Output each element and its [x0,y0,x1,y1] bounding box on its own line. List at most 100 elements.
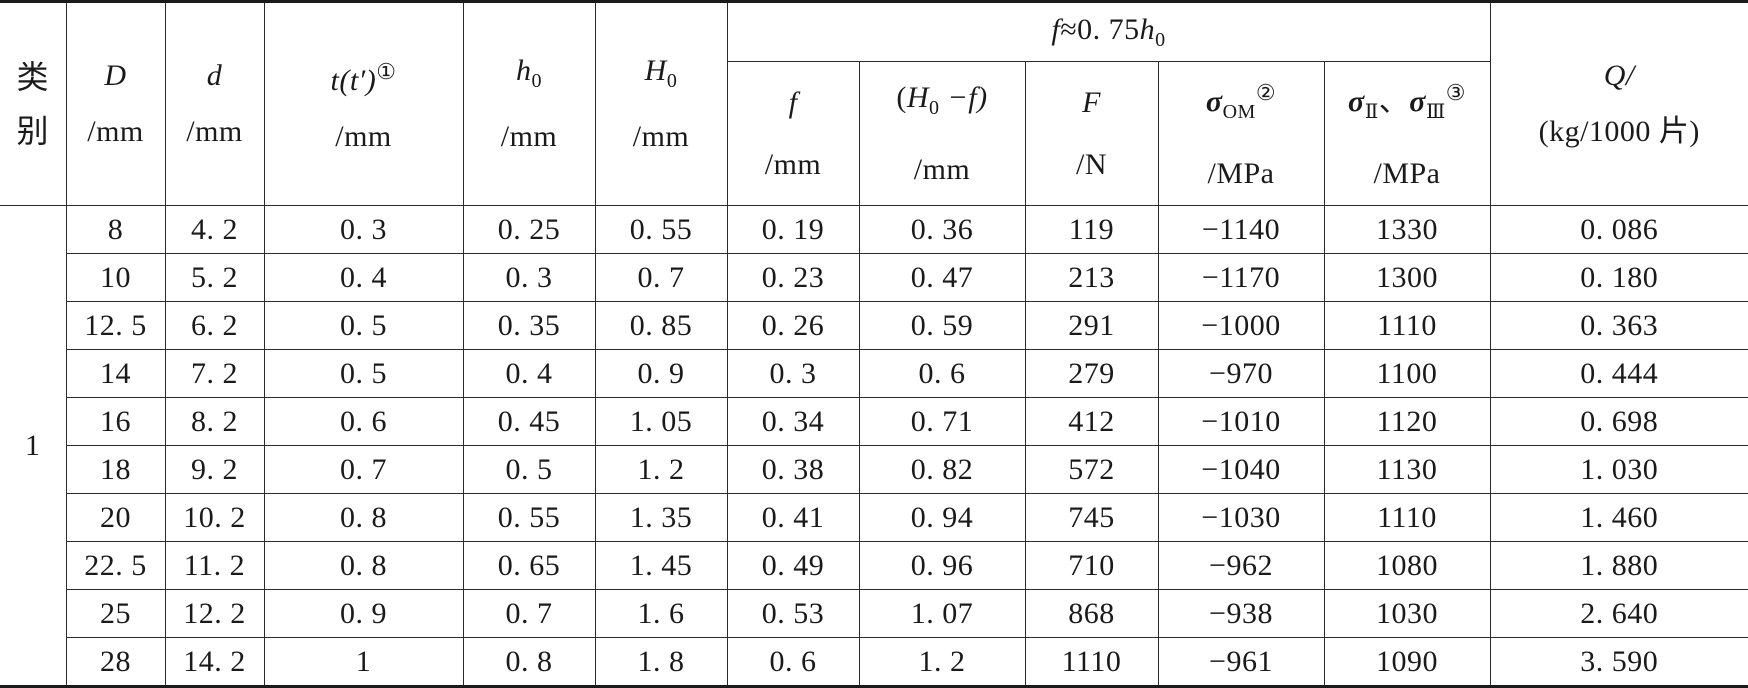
header-category-text: 类别 [16,50,50,158]
table-cell: 1. 030 [1490,446,1748,494]
table-cell: 0. 38 [727,446,859,494]
table-cell: 119 [1025,206,1158,254]
table-cell: 0. 65 [463,542,595,590]
table-cell: 0. 698 [1490,398,1748,446]
table-cell: 12. 5 [66,302,165,350]
table-cell: 710 [1025,542,1158,590]
table-cell: 1. 45 [595,542,727,590]
header-sigma-II-III-unit: /MPa [1325,143,1490,205]
table-cell: 1. 2 [859,638,1025,687]
table-cell: 16 [66,398,165,446]
table-cell: 0. 4 [463,350,595,398]
table-cell: 8. 2 [165,398,264,446]
header-group-sub: 0 [1155,29,1166,51]
table-cell: 0. 9 [264,590,463,638]
header-group-mid: ≈0. 75 [1060,13,1139,46]
table-cell: 0. 41 [727,494,859,542]
header-H0-unit: /mm [596,109,727,165]
table-cell: 14 [66,350,165,398]
table-cell: 10. 2 [165,494,264,542]
table-cell: 1120 [1324,398,1490,446]
table-cell: 0. 7 [595,254,727,302]
table-header: 类别 D /mm d /mm t(t′)① /mm h0 /mm H0 /mm [0,2,1748,206]
table-cell: 0. 5 [264,350,463,398]
header-sigma-II-III: σⅡ、σⅢ③ /MPa [1324,62,1490,206]
table-cell: 8 [66,206,165,254]
table-cell: 0. 7 [264,446,463,494]
table-cell: 0. 26 [727,302,859,350]
table-cell: 4. 2 [165,206,264,254]
table-cell: 868 [1025,590,1158,638]
table-cell: 0. 47 [859,254,1025,302]
header-category: 类别 [0,2,66,206]
header-sigma-OM-unit: /MPa [1159,143,1324,205]
table-cell: 0. 9 [595,350,727,398]
table-cell: 0. 55 [595,206,727,254]
table-cell: 0. 23 [727,254,859,302]
table-cell: 0. 71 [859,398,1025,446]
header-h0-sub: 0 [532,70,543,92]
table-cell: 14. 2 [165,638,264,687]
header-sigma-sep: 、 [1379,85,1410,118]
table-cell: 3. 590 [1490,638,1748,687]
header-d-unit: /mm [166,104,264,160]
table-cell: 0. 363 [1490,302,1748,350]
header-Q-symbol: Q/ [1491,48,1748,104]
header-Q: Q/ (kg/1000 片) [1490,2,1748,206]
header-Q-unit: (kg/1000 片) [1491,104,1748,160]
table-cell: 0. 3 [463,254,595,302]
header-f-symbol: f [728,72,859,134]
header-sigma-III-sub: Ⅲ [1426,101,1446,123]
table-cell: 0. 85 [595,302,727,350]
table-cell: 1. 2 [595,446,727,494]
table-cell: 279 [1025,350,1158,398]
table-cell: 1. 460 [1490,494,1748,542]
table-cell: −1040 [1158,446,1324,494]
header-f: f /mm [727,62,859,206]
table-cell: 291 [1025,302,1158,350]
header-t-note-mark: ① [376,59,396,84]
table-cell: 0. 45 [463,398,595,446]
header-group-f-approx: f≈0. 75h0 [727,2,1490,62]
header-F-unit: /N [1026,134,1158,196]
table-cell: 0. 35 [463,302,595,350]
header-sigma-OM-symbol: σ [1206,85,1223,118]
header-D: D /mm [66,2,165,206]
header-group-f: f [1051,13,1060,46]
table-cell: 0. 7 [463,590,595,638]
header-sigma-II-sub: Ⅱ [1365,101,1379,123]
header-H0: H0 /mm [595,2,727,206]
table-cell: 5. 2 [165,254,264,302]
header-H0f-post: −f) [940,81,988,114]
header-t: t(t′)① /mm [264,2,463,206]
header-sigma-OM-sub: OM [1223,101,1256,123]
table-cell: 0. 25 [463,206,595,254]
header-t-symbol: t(t′) [331,64,377,97]
table-cell: 1. 8 [595,638,727,687]
table-cell: 0. 8 [264,542,463,590]
table-cell: 20 [66,494,165,542]
table-cell: 1110 [1025,638,1158,687]
header-H0-symbol: H [645,54,667,87]
table-cell: 1. 6 [595,590,727,638]
table-cell: −1000 [1158,302,1324,350]
table-cell: 0. 8 [463,638,595,687]
header-sigma-III-symbol: σ [1409,85,1426,118]
header-group-h: h [1140,13,1156,46]
table-cell: 9. 2 [165,446,264,494]
category-cell: 1 [0,206,66,687]
table-cell: 0. 3 [727,350,859,398]
table-cell: −1140 [1158,206,1324,254]
table-cell: −962 [1158,542,1324,590]
table-cell: 213 [1025,254,1158,302]
header-H0f-unit: /mm [860,139,1025,201]
table-cell: 0. 5 [463,446,595,494]
table-cell: 0. 36 [859,206,1025,254]
header-H0f-sub: 0 [929,97,940,119]
table-cell: 0. 34 [727,398,859,446]
